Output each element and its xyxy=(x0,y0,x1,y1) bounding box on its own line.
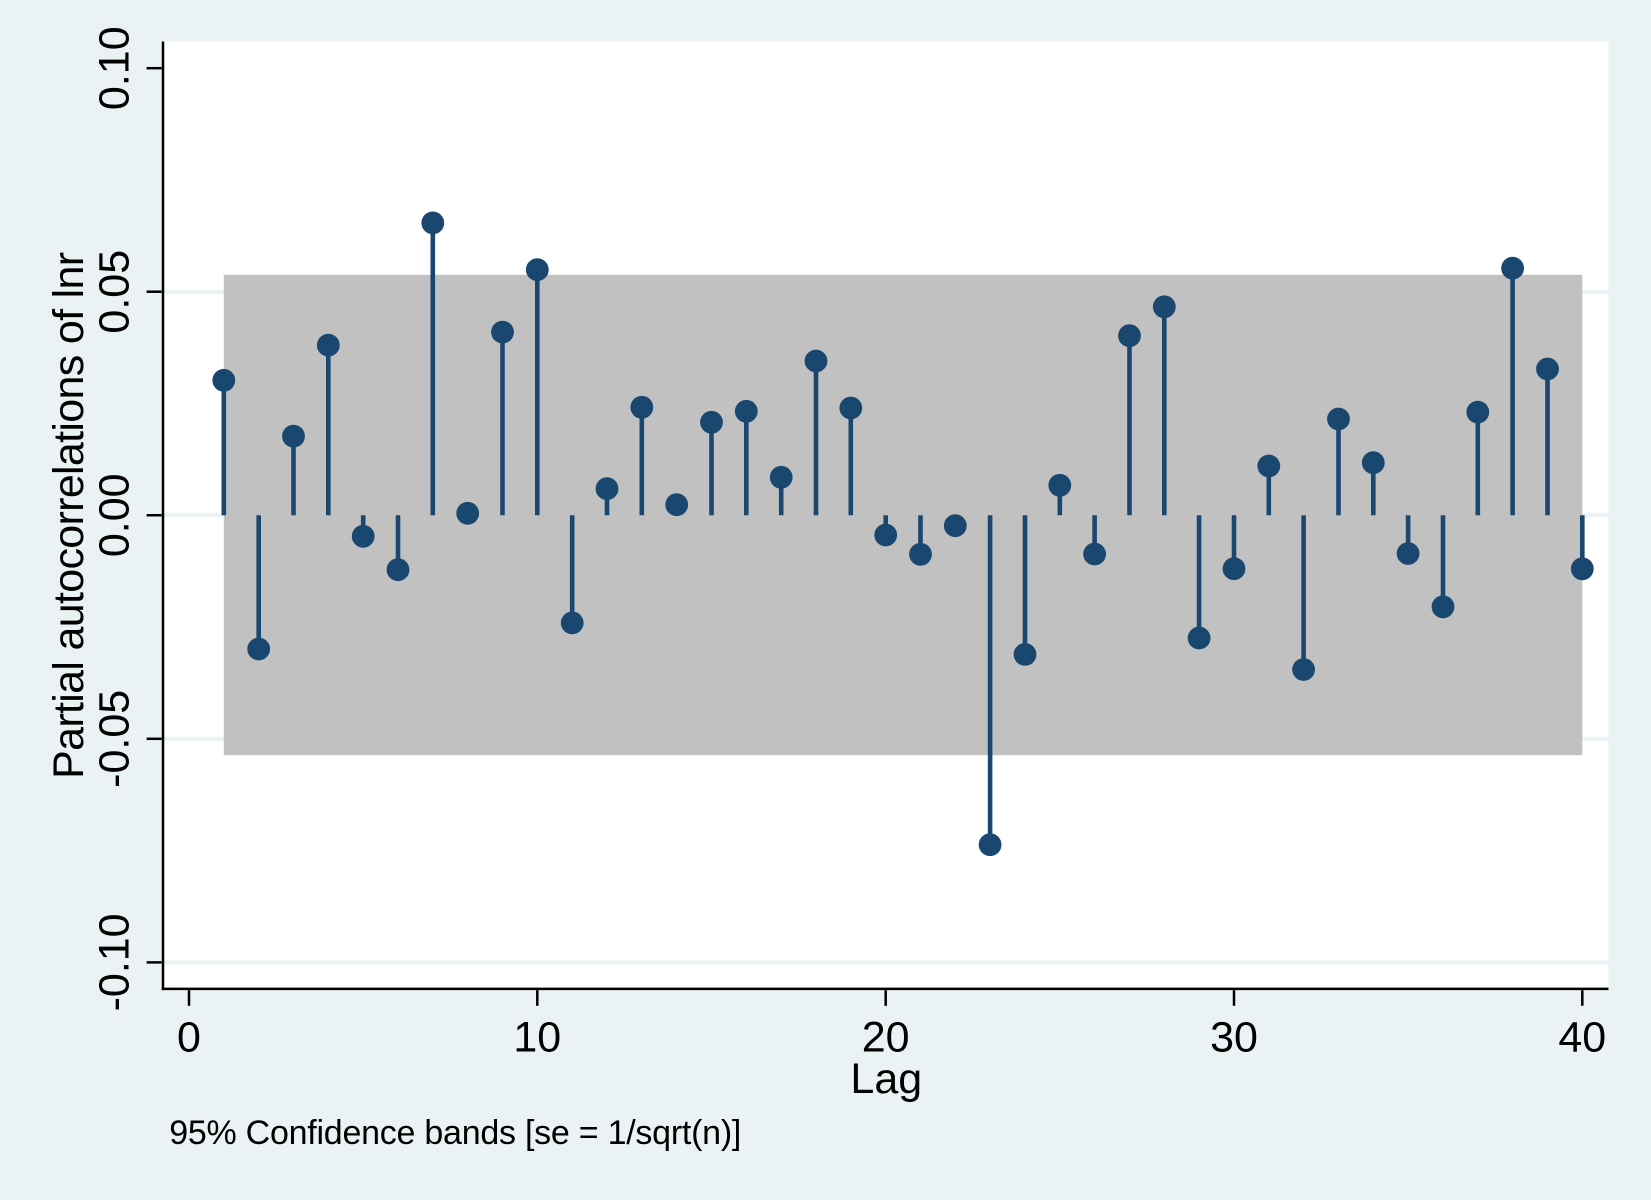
svg-text:-0.10: -0.10 xyxy=(90,913,138,1011)
svg-text:0.10: 0.10 xyxy=(90,26,138,110)
svg-text:10: 10 xyxy=(513,1014,561,1062)
svg-text:30: 30 xyxy=(1210,1014,1258,1062)
svg-text:Partial autocorrelations of ln: Partial autocorrelations of lnr xyxy=(45,252,93,779)
svg-text:40: 40 xyxy=(1558,1014,1606,1062)
svg-text:95% Confidence bands [se = 1/s: 95% Confidence bands [se = 1/sqrt(n)] xyxy=(169,1114,741,1152)
svg-text:0: 0 xyxy=(177,1014,201,1062)
svg-text:0.00: 0.00 xyxy=(90,473,138,557)
svg-text:20: 20 xyxy=(862,1014,910,1062)
svg-text:Lag: Lag xyxy=(850,1055,922,1103)
svg-text:0.05: 0.05 xyxy=(90,250,138,334)
svg-text:-0.05: -0.05 xyxy=(90,690,138,788)
